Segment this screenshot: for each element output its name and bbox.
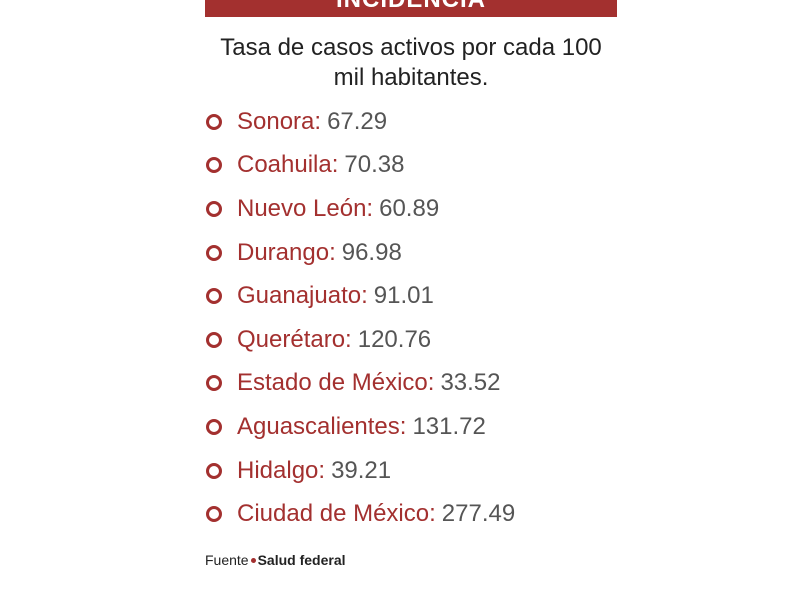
list-item: Guanajuato: 91.01: [204, 274, 515, 318]
bullet: [206, 288, 222, 305]
list-item: Durango: 96.98: [204, 231, 515, 275]
source: Fuente Salud federal: [205, 552, 346, 568]
bullet: [206, 506, 222, 523]
item-value: 277.49: [441, 500, 516, 528]
item-value: 33.52: [440, 369, 501, 397]
subtitle-line: Tasa de casos activos por cada 100: [220, 34, 602, 61]
item-name: Sonora:: [237, 107, 322, 135]
subtitle: Tasa de casos activos por cada 100 mil ha…: [205, 33, 617, 93]
list-item: Estado de México: 33.52: [204, 362, 515, 406]
list-item: Sonora: 67.29: [204, 100, 515, 144]
subtitle-line: mil habitantes.: [333, 64, 489, 91]
item-value: 120.76: [357, 325, 432, 353]
list-item: Nuevo León: 60.89: [204, 187, 515, 231]
item-value: 67.29: [327, 107, 388, 135]
list-item: Ciudad de México: 277.49: [204, 492, 515, 536]
bullet: [206, 113, 222, 130]
list-item: Hidalgo: 39.21: [204, 449, 515, 493]
item-value: 70.38: [344, 151, 405, 179]
item-value: 131.72: [412, 412, 486, 440]
header-banner: INCIDENCIA: [205, 0, 617, 17]
bullet: [206, 244, 222, 261]
bullet: [206, 462, 222, 479]
source-name: Salud federal: [257, 552, 346, 568]
list-item: Aguascalientes: 131.72: [204, 405, 515, 449]
header-title: INCIDENCIA: [205, 0, 617, 14]
item-name: Guanajuato:: [237, 282, 368, 310]
list-item: Coahuila: 70.38: [204, 144, 515, 188]
item-value: 91.01: [373, 282, 434, 310]
list-item: Querétaro: 120.76: [204, 318, 515, 362]
item-name: Coahuila:: [237, 151, 339, 179]
list: Sonora: 67.29 Coahuila: 70.38 Nuevo León: 60.…: [204, 100, 515, 536]
bullet: [206, 157, 222, 174]
item-name: Durango:: [237, 238, 336, 266]
bullet: [206, 200, 222, 217]
item-value: 60.89: [379, 194, 440, 222]
item-name: Hidalgo:: [237, 456, 326, 484]
source-dot: [250, 557, 256, 563]
item-name: Querétaro:: [237, 325, 352, 353]
item-name: Nuevo León:: [237, 194, 374, 222]
bullet: [206, 375, 222, 392]
item-name: Ciudad de México:: [237, 500, 436, 528]
item-name: Estado de México:: [237, 369, 435, 397]
item-value: 39.21: [331, 456, 392, 484]
source-label: Fuente: [205, 552, 249, 568]
item-name: Aguascalientes:: [237, 412, 407, 440]
bullet: [206, 418, 222, 435]
bullet: [206, 331, 222, 348]
item-value: 96.98: [341, 238, 402, 266]
